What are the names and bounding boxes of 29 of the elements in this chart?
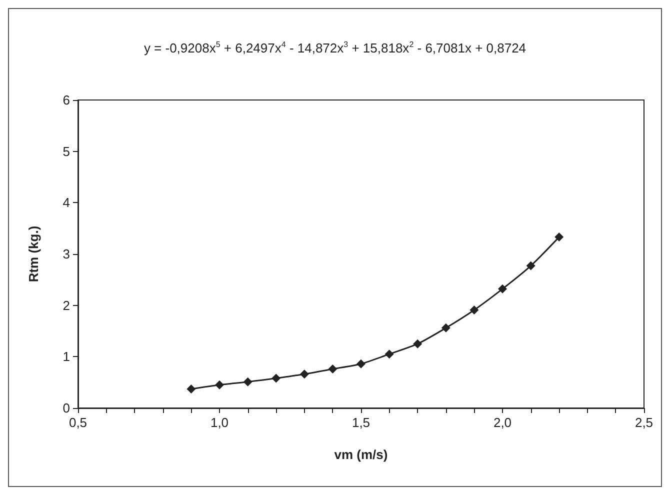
point: [384, 350, 394, 359]
x-tick-label: 2,5: [634, 415, 654, 430]
y-tick-label: 1: [62, 349, 70, 364]
point: [356, 359, 366, 368]
y-tick-label: 2: [62, 298, 70, 313]
point: [554, 232, 564, 242]
point: [441, 323, 450, 332]
point: [272, 374, 281, 383]
point: [243, 377, 252, 386]
y-tick-label: 0: [62, 400, 70, 416]
point: [526, 261, 536, 270]
point: [186, 384, 196, 394]
x-axis-title: vm (m/s): [334, 447, 388, 462]
x-tick-label: 1,5: [352, 415, 370, 430]
x-tick-label: 2,0: [493, 415, 512, 430]
point: [328, 364, 338, 374]
x-tick-label: 1,0: [210, 415, 229, 430]
y-axis-title: Rtm (kg.): [26, 226, 41, 282]
point: [470, 305, 479, 314]
point: [300, 370, 309, 379]
y-tick-label: 4: [62, 195, 70, 210]
y-tick-label: 6: [62, 92, 70, 108]
y-tick-label: 3: [62, 246, 70, 262]
point: [413, 339, 422, 348]
point: [215, 380, 224, 390]
y-tick-label: 5: [62, 144, 70, 159]
point: [498, 284, 507, 294]
x-tick-label: 0,5: [68, 415, 88, 430]
text: y = -0,9208x$^{5}$ + 6,2497x$^{4}$ - 14,872x$^{3}$ + 15,818x$^{2}$ - 6,7081x + 0,8724: [144, 40, 526, 56]
